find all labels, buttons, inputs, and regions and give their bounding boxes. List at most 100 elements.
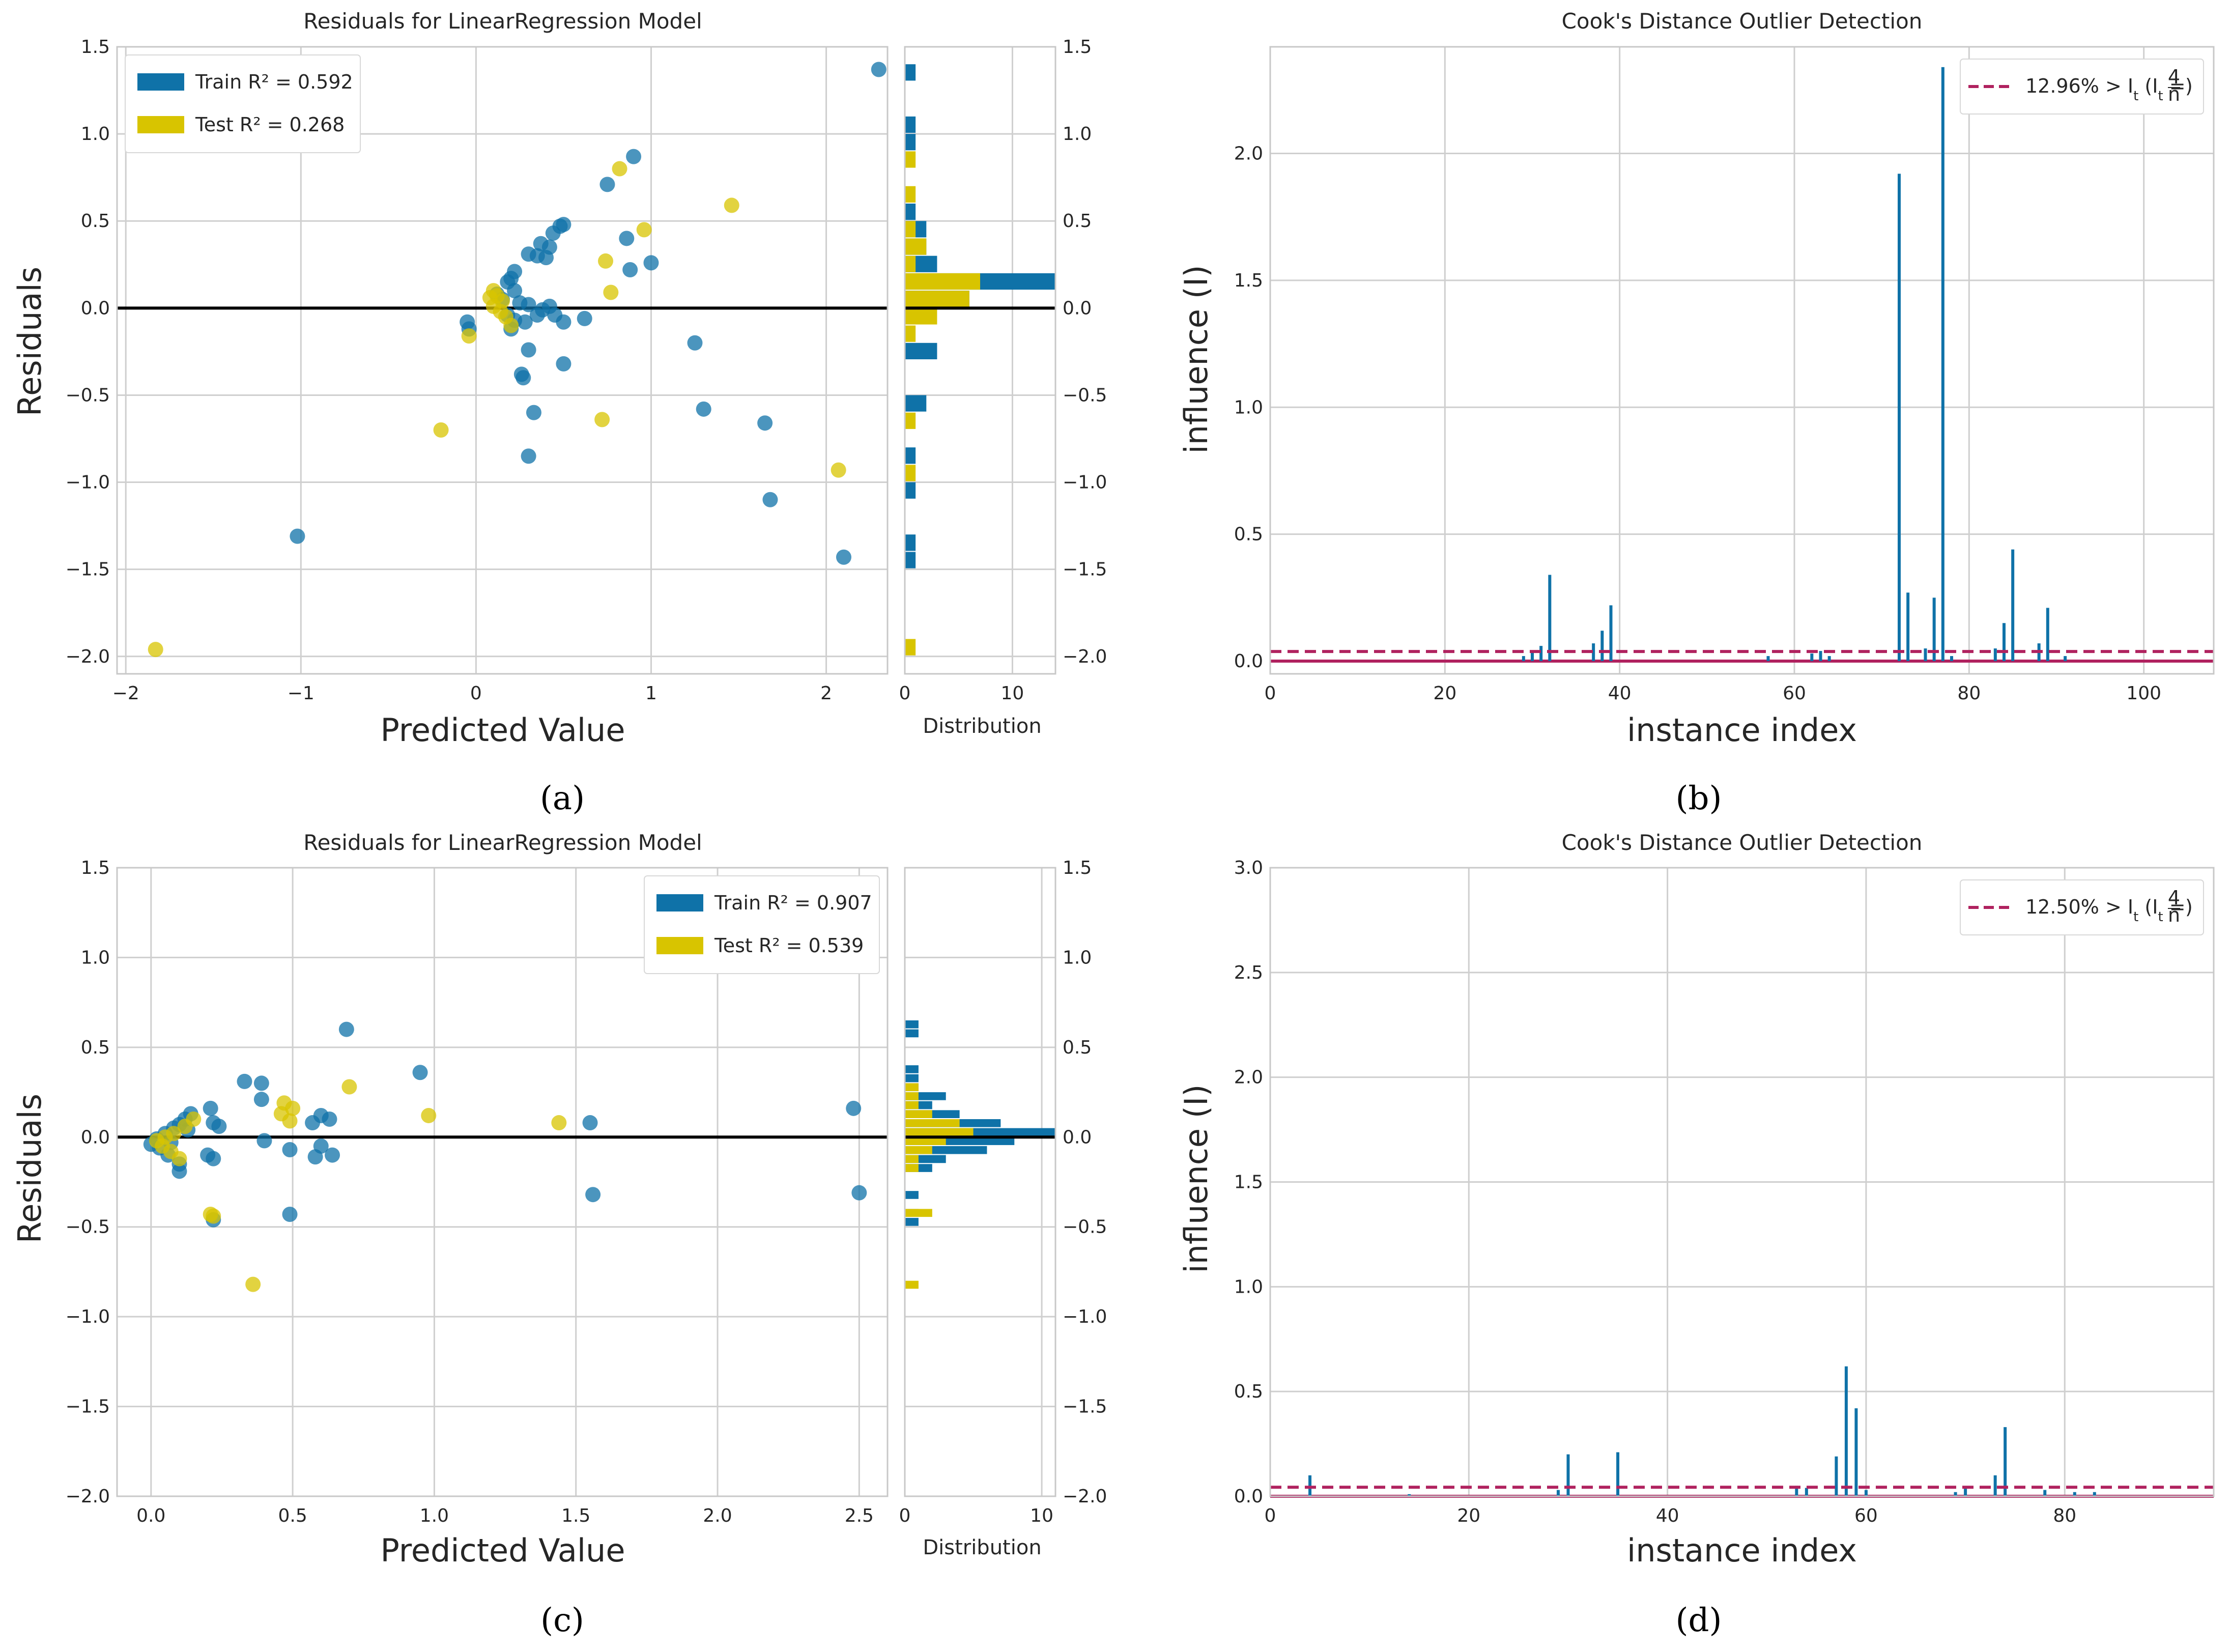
train-point bbox=[282, 1207, 298, 1222]
hist-x-tick-label: 0 bbox=[899, 1505, 911, 1526]
y-tick-label: −0.5 bbox=[66, 1217, 110, 1238]
hist-bar-test bbox=[905, 1101, 919, 1109]
legend-train-swatch bbox=[137, 73, 184, 91]
hist-bar-test bbox=[905, 412, 916, 429]
hist-bar-test bbox=[905, 255, 916, 272]
x-tick-label: 40 bbox=[1656, 1505, 1679, 1526]
panel-c: 0.0 0.5 1.0 1.5 2.0 2.5 −2.0 −2.0 −1.5 −1.5 −1.0 −1… bbox=[11, 830, 1107, 1639]
panel-b: 0 20 40 60 80 100 0.0 0.5 1.0 1.5 2.0 12.96% > It (… bbox=[1178, 9, 2215, 817]
train-point bbox=[851, 1185, 867, 1201]
train-point bbox=[171, 1163, 187, 1179]
train-point bbox=[256, 1133, 272, 1149]
train-point bbox=[322, 1112, 337, 1127]
train-point bbox=[338, 1021, 354, 1037]
panel-c-hist-label: Distribution bbox=[923, 1536, 1041, 1559]
x-tick-label: 1.5 bbox=[561, 1505, 590, 1526]
train-point bbox=[521, 246, 536, 262]
x-tick-label: 60 bbox=[1854, 1505, 1878, 1526]
hist-y-tick-label: 1.5 bbox=[1063, 858, 1092, 878]
hist-y-tick-label: −2.0 bbox=[1063, 1486, 1107, 1507]
train-point bbox=[556, 356, 571, 372]
test-point bbox=[461, 328, 477, 344]
hist-bar-train bbox=[905, 1218, 919, 1226]
x-tick-label: 1.0 bbox=[420, 1505, 449, 1526]
y-tick-label: 1.5 bbox=[1234, 270, 1263, 291]
y-tick-label: 0.0 bbox=[1234, 651, 1263, 672]
train-point bbox=[325, 1147, 340, 1163]
panel-a-layer: −2 −1 0 1 2 −2.0 −2.0 −1.5 −1.5 −1.0 −1.0 −0.5 −0.5 0… bbox=[66, 37, 1107, 704]
hist-bar-test bbox=[905, 325, 916, 342]
x-tick-label: 0 bbox=[1265, 683, 1276, 704]
test-point bbox=[482, 290, 498, 305]
x-tick-label: 20 bbox=[1457, 1505, 1480, 1526]
test-point bbox=[594, 412, 610, 428]
hist-bar-test bbox=[905, 1280, 919, 1289]
plot-frame bbox=[116, 46, 889, 675]
hist-bar-train bbox=[905, 64, 916, 81]
train-point bbox=[836, 549, 851, 565]
x-tick-label: 2 bbox=[820, 683, 832, 704]
panel-b-layer: 0 20 40 60 80 100 0.0 0.5 1.0 1.5 2.0 12.96% > It (… bbox=[1234, 46, 2215, 704]
test-point bbox=[498, 309, 513, 325]
train-point bbox=[696, 401, 711, 417]
caption-a: (a) bbox=[540, 780, 585, 817]
hist-bar-test bbox=[905, 1137, 946, 1145]
panel-c-xlabel: Predicted Value bbox=[380, 1532, 625, 1569]
x-tick-label: 0.5 bbox=[278, 1505, 307, 1526]
x-tick-label: 1 bbox=[645, 683, 657, 704]
legend-box bbox=[125, 54, 361, 153]
legend-close-paren: ) bbox=[2185, 896, 2193, 918]
panel-a-xlabel: Predicted Value bbox=[380, 711, 625, 749]
x-tick-label: 80 bbox=[1957, 683, 1981, 704]
x-tick-label: 0.0 bbox=[136, 1505, 165, 1526]
hist-y-tick-label: −0.5 bbox=[1063, 1217, 1107, 1238]
hist-y-tick-label: 0.5 bbox=[1063, 211, 1092, 232]
panel-b-ylabel: influence (I) bbox=[1178, 265, 1215, 454]
y-tick-label: −1.5 bbox=[66, 559, 110, 580]
hist-x-tick-label: 10 bbox=[1030, 1505, 1053, 1526]
train-point bbox=[290, 528, 305, 544]
hist-y-tick-label: 0.5 bbox=[1063, 1037, 1092, 1058]
hist-bar-train bbox=[905, 204, 916, 220]
legend-frac-num: 4 bbox=[2168, 887, 2180, 909]
test-point bbox=[341, 1079, 357, 1095]
test-point bbox=[148, 642, 163, 658]
hist-y-tick-label: −2.0 bbox=[1063, 646, 1107, 667]
train-point bbox=[538, 250, 554, 266]
hist-bar-train bbox=[905, 1074, 919, 1083]
train-point bbox=[599, 177, 615, 192]
panel-a-ylabel: Residuals bbox=[11, 267, 48, 416]
hist-bar-test bbox=[905, 308, 937, 325]
x-tick-label: 100 bbox=[2126, 683, 2161, 704]
hist-y-tick-label: 1.5 bbox=[1063, 37, 1092, 58]
legend-frac-num: 4 bbox=[2168, 66, 2180, 88]
y-tick-label: −2.0 bbox=[66, 646, 110, 667]
hist-bar-test bbox=[905, 1083, 919, 1092]
caption-c: (c) bbox=[540, 1602, 584, 1639]
y-tick-label: 0.5 bbox=[81, 1037, 110, 1058]
hist-bar-test bbox=[905, 1146, 932, 1154]
train-point bbox=[526, 405, 541, 420]
hist-bar-train bbox=[905, 447, 916, 464]
train-point bbox=[253, 1075, 269, 1091]
panel-a-title: Residuals for LinearRegression Model bbox=[303, 9, 702, 34]
panel-b-title: Cook's Distance Outlier Detection bbox=[1562, 9, 1923, 34]
train-point bbox=[521, 297, 536, 312]
test-point bbox=[603, 284, 619, 300]
hist-bar-test bbox=[905, 273, 980, 290]
hist-bar-train bbox=[905, 116, 916, 133]
test-point bbox=[636, 222, 652, 238]
train-point bbox=[762, 492, 778, 507]
test-point bbox=[598, 253, 614, 269]
train-point bbox=[521, 342, 536, 358]
train-point bbox=[282, 1142, 298, 1157]
legend-box bbox=[1960, 59, 2204, 115]
panel-c-layer: 0.0 0.5 1.0 1.5 2.0 2.5 −2.0 −2.0 −1.5 −1.5 −1.0 −1… bbox=[66, 858, 1107, 1526]
x-tick-label: 80 bbox=[2053, 1505, 2076, 1526]
hist-frame bbox=[904, 46, 1056, 675]
train-point bbox=[237, 1073, 252, 1089]
y-tick-label: 0.0 bbox=[81, 298, 110, 319]
hist-bar-train bbox=[905, 1020, 919, 1029]
legend-test-label: Test R² = 0.268 bbox=[195, 113, 345, 136]
y-tick-label: 2.5 bbox=[1234, 962, 1263, 983]
